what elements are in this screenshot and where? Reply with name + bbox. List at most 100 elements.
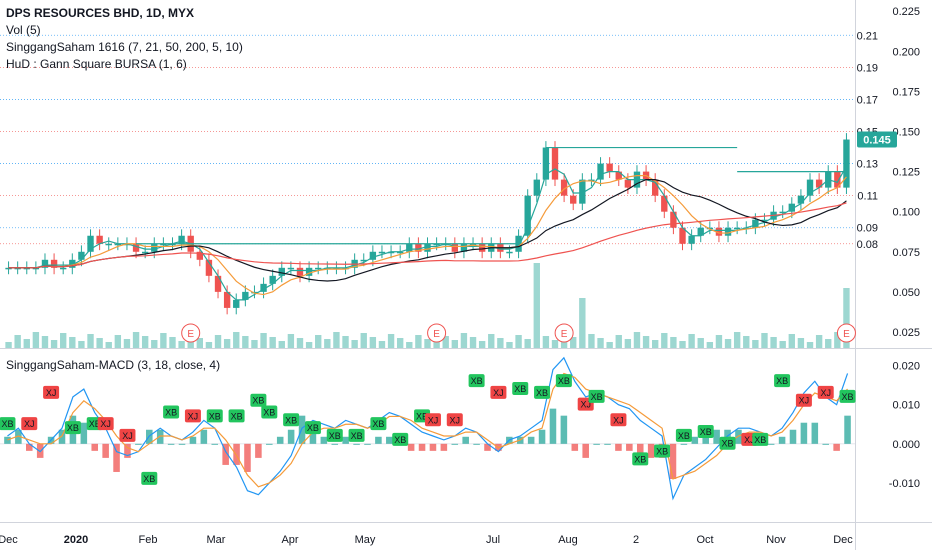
volume-bar (151, 340, 158, 348)
macd-signal-badge-label: XB (252, 396, 264, 406)
macd-signal-badge-bg (283, 413, 300, 427)
macd-tick-label: -0.010 (889, 478, 920, 490)
volume-bar (570, 337, 577, 348)
macd-histogram-bar (538, 429, 546, 444)
macd-signal-badge: XB (0, 417, 16, 431)
macd-signal-badge: XB (555, 374, 572, 388)
earnings-marker-circle (181, 323, 201, 343)
candle-body (661, 195, 668, 212)
macd-histogram-bar (800, 422, 808, 444)
macd-signal-badge-bg (468, 374, 485, 388)
macd-signal-badge-label: XB (514, 384, 526, 394)
earnings-marker-label: E (561, 329, 568, 340)
macd-signal-badge-label: XB (776, 376, 788, 386)
earnings-marker-label: E (187, 329, 194, 340)
volume-bar (242, 336, 249, 348)
candle-body (506, 251, 513, 254)
volume-bar (406, 342, 413, 348)
earnings-marker: E (836, 323, 856, 343)
macd-histogram-bar (386, 436, 393, 444)
volume-bar (114, 335, 122, 348)
macd-signal-badge: XB (370, 417, 387, 431)
time-tick-label: May (355, 534, 376, 546)
macd-histogram-bar (364, 443, 371, 445)
volume-bar (460, 333, 468, 348)
candle-body (606, 163, 613, 172)
candle-body (688, 235, 695, 244)
macd-histogram-bar (222, 443, 229, 465)
price-tick-label: 0.125 (892, 167, 920, 179)
macd-signal-badge-label: XJ (100, 419, 111, 429)
volume-bar (615, 335, 622, 348)
volume-bar (469, 337, 477, 348)
price-tick-label: 0.050 (892, 287, 920, 299)
candle-body (233, 299, 240, 308)
macd-signal-badge-label: XB (656, 447, 668, 457)
macd-histogram-bar (189, 436, 197, 444)
candle-body (670, 211, 677, 228)
volume-bar (360, 333, 367, 348)
earnings-marker: E (181, 323, 201, 343)
candle-body (551, 147, 559, 180)
macd-histogram-bar (669, 443, 677, 479)
macd-signal-badge: XB (752, 432, 769, 446)
macd-signal-badge-bg (752, 432, 769, 446)
candle-body (415, 243, 422, 252)
time-tick-label: Apr (281, 534, 298, 546)
macd-signal-badge-label: XJ (820, 388, 831, 398)
volume-bar (478, 341, 486, 348)
volume-bar (679, 341, 686, 348)
macd-histogram-bar (375, 436, 382, 444)
volume-bar (542, 336, 550, 348)
macd-histogram-bar (135, 443, 142, 445)
macd-signal-badge-bg (163, 405, 180, 419)
macd-signal-badge-bg (392, 432, 409, 446)
macd-signal-badge-label: XB (416, 411, 428, 421)
earnings-marker: E (554, 323, 574, 343)
candle-body (96, 235, 103, 244)
candle-body (305, 267, 313, 276)
macd-signal-badge-label: XB (558, 376, 570, 386)
time-tick-label: 2 (633, 534, 639, 546)
candle-body (570, 195, 577, 204)
macd-histogram-bar (527, 436, 535, 444)
macd-signal-badge: XB (141, 471, 158, 485)
macd-signal-badge: XB (719, 436, 736, 450)
macd-signal-badge-label: XB (209, 411, 221, 421)
macd-signal-badge: XJ (795, 393, 812, 407)
macd-histogram-bar (418, 443, 426, 451)
macd-histogram-bar (255, 443, 262, 458)
volume-bar (160, 333, 167, 348)
macd-histogram-bar (593, 443, 600, 445)
volume-bar (706, 342, 714, 348)
macd-histogram-bar (4, 436, 11, 444)
gann-level-label: 0.08 (857, 239, 878, 251)
macd-signal-badge-bg (261, 405, 278, 419)
macd-histogram-bar (407, 443, 415, 451)
volume-bar (488, 334, 495, 348)
macd-signal-badge-label: XB (634, 454, 646, 464)
macd-histogram-bar (102, 443, 109, 458)
candle-body (478, 243, 486, 252)
signal-line (7, 372, 848, 488)
macd-signal-badge: XB (206, 409, 223, 423)
volume-bar (333, 332, 340, 348)
volume-bar (351, 340, 358, 348)
macd-histogram-bar (276, 436, 284, 444)
candle-body (32, 267, 40, 270)
volume-bar (69, 337, 76, 348)
candle-body (141, 251, 149, 254)
moving-average-line (8, 165, 847, 301)
macd-signal-badge: XB (163, 405, 180, 419)
candle-body (442, 243, 449, 246)
macd-histogram-bar (200, 429, 208, 444)
volume-bar (642, 336, 650, 348)
macd-signal-badge-label: XB (351, 431, 363, 441)
macd-histogram-bar (331, 443, 339, 445)
macd-signal-badge: XB (675, 428, 692, 442)
candle-body (160, 243, 167, 246)
time-tick-label: Dec (833, 534, 853, 546)
candle-body (315, 267, 322, 270)
macd-signal-badge-bg (534, 385, 551, 399)
